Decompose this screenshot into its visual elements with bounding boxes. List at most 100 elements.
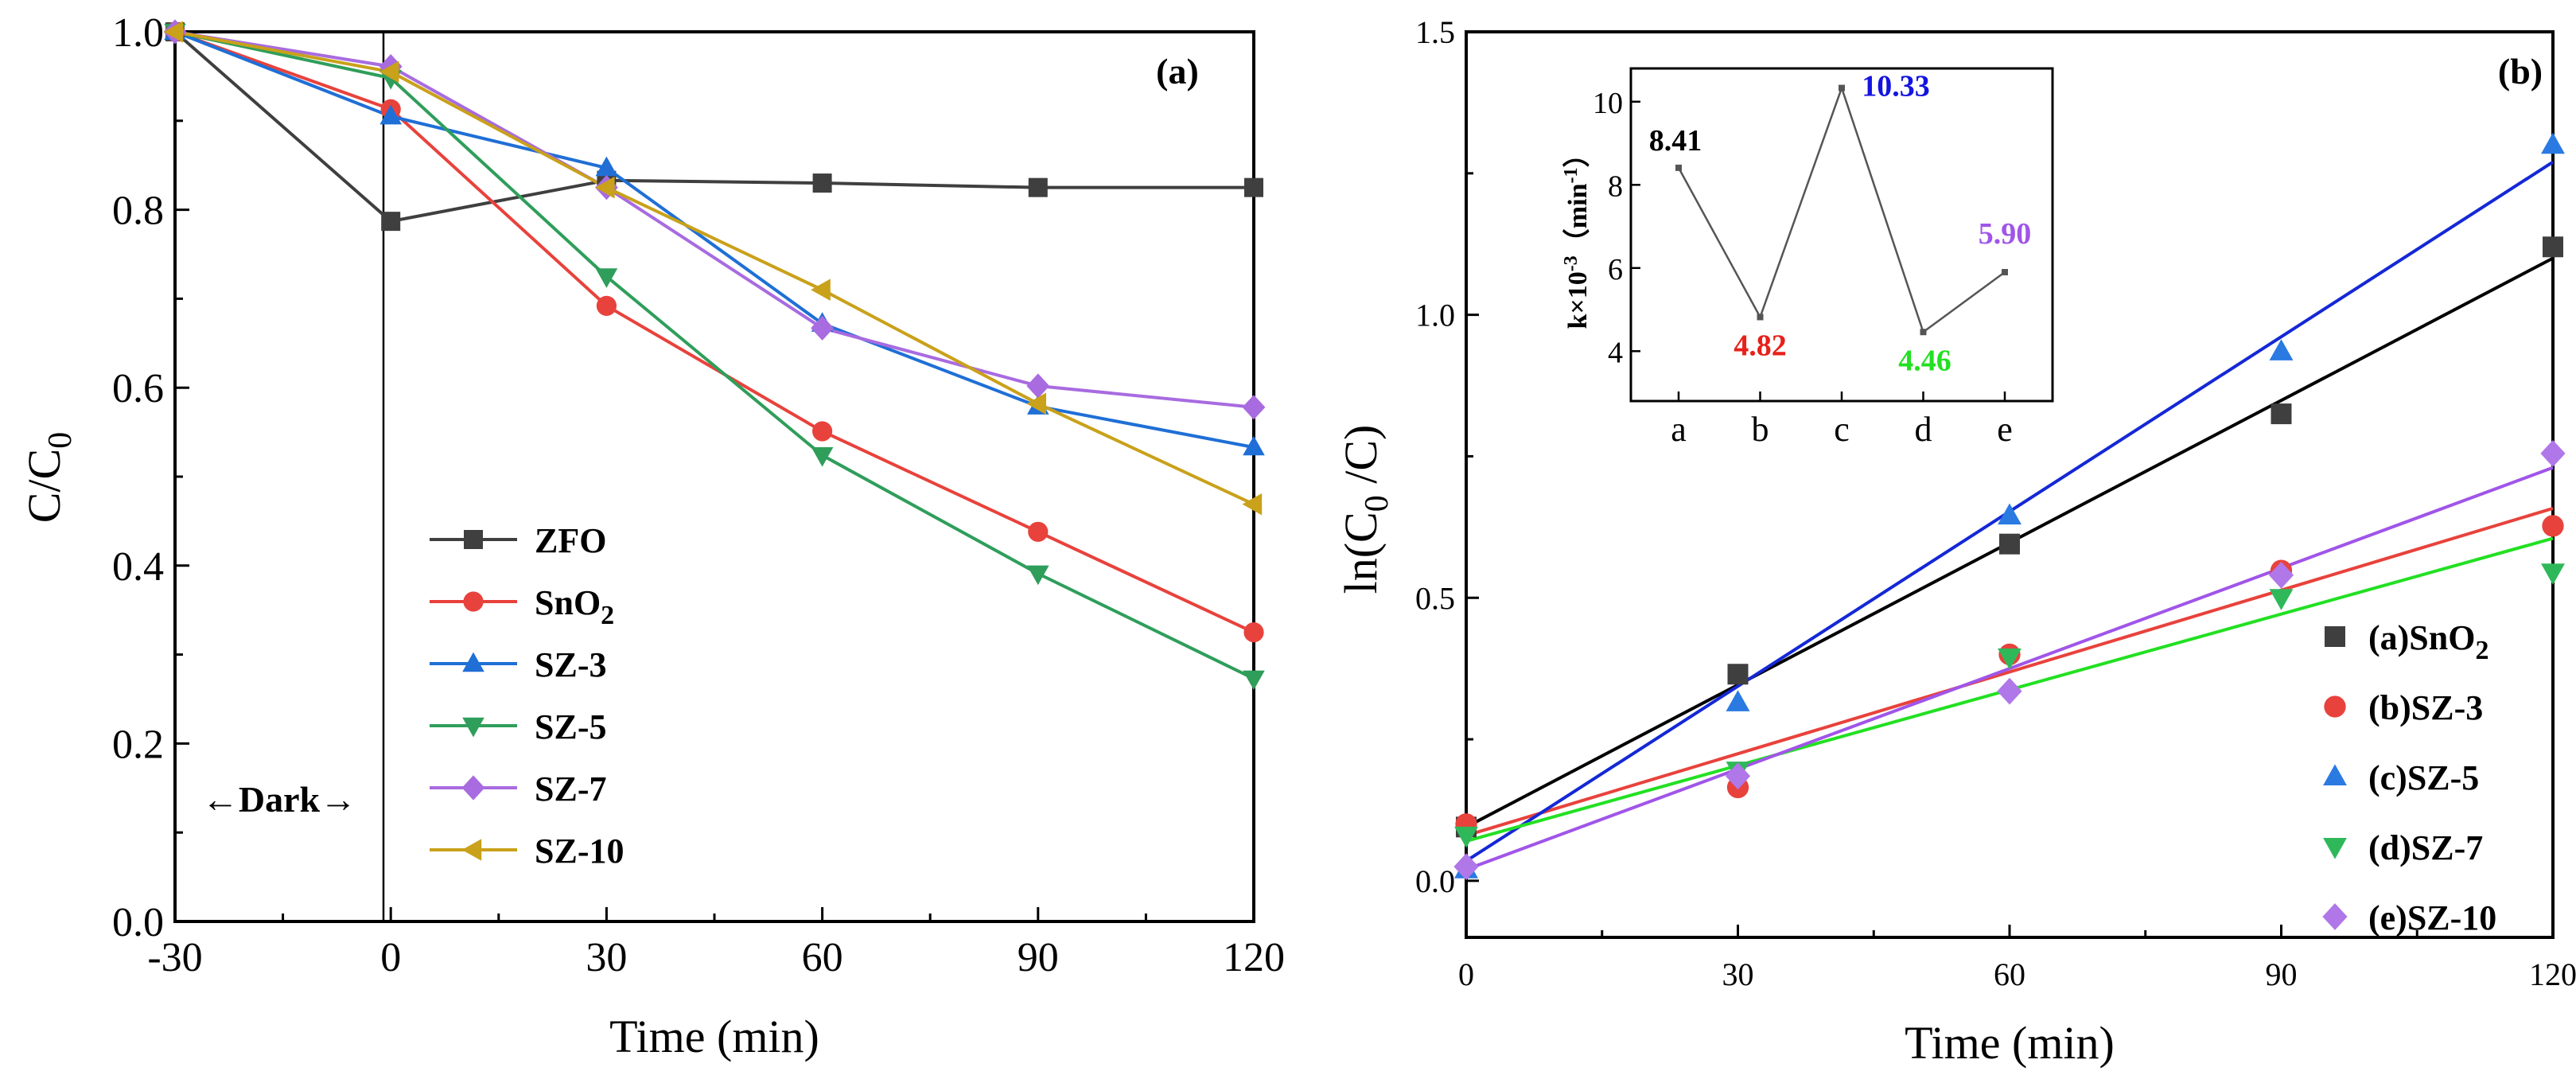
legend-label-dsz-7: (d)SZ-7 bbox=[2368, 828, 2483, 867]
data-point-dsz-7 bbox=[1998, 648, 2021, 670]
chart-b-x-tick-label: 0 bbox=[1458, 956, 1474, 992]
data-point-esz-10 bbox=[1725, 762, 1751, 790]
inset-value-labels: 8.41 4.82 10.33 4.46 5.90 bbox=[1649, 70, 2032, 378]
data-point-sz-5 bbox=[1027, 565, 1049, 586]
series-line-sz-5 bbox=[174, 30, 1255, 680]
data-point-asno2 bbox=[1999, 533, 2020, 555]
legend-label-bsz-3: (b)SZ-3 bbox=[2368, 688, 2483, 727]
inset-x-tick-label: d bbox=[1915, 410, 1932, 449]
chart-b-markers bbox=[1453, 132, 2566, 880]
inset-value-label: 10.33 bbox=[1862, 70, 1930, 103]
data-point-sz-10 bbox=[379, 60, 399, 84]
legend-marker-esz-10 bbox=[2322, 903, 2348, 930]
chart-b-legend: (a)SnO2 (b)SZ-3 (c)SZ-5 (d)SZ-7 (e)SZ-10 bbox=[2322, 618, 2496, 937]
chart-a-y-axis-title: C/C0 bbox=[18, 432, 79, 524]
inset-x-tick-label: e bbox=[1997, 410, 2013, 449]
inset-series bbox=[1675, 84, 2008, 336]
legend-label-sz-3: SZ-3 bbox=[535, 645, 606, 684]
inset-y-tick-label: 8 bbox=[1608, 169, 1623, 203]
data-point-sno2 bbox=[812, 421, 833, 442]
chart-b-y-axis-title-main: ln(C bbox=[1335, 512, 1387, 594]
data-point-sz-10 bbox=[163, 21, 184, 43]
inset-y-title-part-5: ） bbox=[1562, 141, 1593, 168]
chart-a-y-axis-title-sub: 0 bbox=[42, 432, 79, 449]
chart-a-y-tick-label: 0.2 bbox=[112, 722, 164, 767]
inset-x-tick-label: c bbox=[1834, 410, 1850, 449]
data-point-zfo bbox=[1028, 177, 1048, 197]
chart-a-x-tick-label: 30 bbox=[586, 935, 627, 980]
series-line-zfo bbox=[173, 30, 1254, 224]
chart-b-x-tick-label: 60 bbox=[1994, 956, 2025, 992]
legend-marker-sz-3 bbox=[462, 652, 484, 672]
data-point-asno2 bbox=[2271, 403, 2292, 425]
legend-marker-sz-5 bbox=[462, 717, 484, 738]
inset-data-point bbox=[1675, 164, 1682, 171]
chart-a-y-tick-label: 1.0 bbox=[112, 10, 164, 56]
chart-a-panel-label: (a) bbox=[1156, 51, 1199, 92]
chart-b-x-tick-label: 30 bbox=[1722, 956, 1754, 992]
inset-value-label: 5.90 bbox=[1979, 217, 2032, 251]
data-point-sz-5 bbox=[1243, 670, 1265, 691]
data-point-sz-7 bbox=[1242, 395, 1266, 420]
data-point-csz-5 bbox=[1998, 503, 2021, 525]
chart-a-x-tick-label: 60 bbox=[802, 935, 843, 980]
legend-label-sz-5: SZ-5 bbox=[535, 707, 606, 746]
data-point-sno2 bbox=[1243, 622, 1264, 643]
legend-label-sno2: SnO2 bbox=[535, 583, 614, 630]
inset-y-title-part-4: -1 bbox=[1561, 168, 1582, 184]
inset-value-label: 8.41 bbox=[1649, 124, 1702, 158]
chart-b-y-axis-title: ln(C0 /C) bbox=[1335, 425, 1395, 594]
inset-y-tick-label: 6 bbox=[1608, 253, 1623, 286]
data-point-bsz-3 bbox=[2542, 515, 2564, 537]
chart-a-y-axis-title-main: C/C bbox=[18, 449, 70, 524]
legend-label-zfo: ZFO bbox=[535, 521, 606, 560]
chart-a-x-tick-label: 90 bbox=[1018, 935, 1059, 980]
legend-marker-sno2 bbox=[463, 591, 484, 612]
inset-y-tick-label: 10 bbox=[1593, 87, 1623, 120]
data-point-sz-3 bbox=[379, 104, 402, 125]
inset-data-point bbox=[1839, 84, 1845, 92]
data-point-asno2 bbox=[2543, 236, 2563, 258]
data-point-asno2 bbox=[1727, 664, 1749, 685]
chart-b-y-tick-label: 1.5 bbox=[1415, 14, 1455, 50]
legend-label-esz-10: (e)SZ-10 bbox=[2368, 898, 2496, 937]
inset-frame bbox=[1629, 67, 2054, 403]
data-point-sz-7 bbox=[811, 315, 834, 341]
inset-data-point bbox=[1757, 314, 1764, 321]
legend-label-asno2: (a)SnO2 bbox=[2368, 618, 2488, 665]
series-line-sno2 bbox=[174, 30, 1255, 634]
data-point-csz-5 bbox=[2541, 132, 2565, 154]
chart-a: -30 0 30 60 90 120 0.0 0.2 0.4 0.6 0.8 1.0 ←Dark→ (… bbox=[18, 10, 1285, 1062]
legend-marker-zfo bbox=[464, 530, 483, 549]
chart-a-x-tick-label: 120 bbox=[1223, 935, 1285, 980]
data-point-esz-10 bbox=[2268, 561, 2294, 589]
inset-ticks: a b c d e 4 6 8 10 bbox=[1593, 87, 2013, 449]
dark-annotation: ←Dark→ bbox=[202, 779, 356, 820]
legend-label-sz-7: SZ-7 bbox=[535, 769, 606, 808]
inset-y-axis-title: k×10-3（min-1） bbox=[1561, 141, 1593, 329]
data-point-sz-5 bbox=[595, 268, 618, 288]
data-point-esz-10 bbox=[1453, 853, 1479, 880]
series-line-sz-3 bbox=[174, 30, 1255, 450]
chart-a-y-tick-label: 0.4 bbox=[112, 544, 164, 590]
data-point-sz-7 bbox=[1026, 373, 1050, 399]
data-point-dsz-7 bbox=[2269, 589, 2294, 610]
chart-a-markers bbox=[163, 19, 1266, 691]
chart-b-y-tick-label: 1.0 bbox=[1415, 298, 1455, 333]
chart-a-x-tick-label: -30 bbox=[147, 935, 202, 980]
data-point-dsz-7 bbox=[2541, 563, 2565, 585]
data-point-sz-10 bbox=[1026, 392, 1046, 415]
inset-y-title-part-1: k×10 bbox=[1563, 271, 1593, 329]
chart-a-y-tick-label: 0.8 bbox=[112, 189, 164, 234]
chart-b-x-tick-label: 90 bbox=[2266, 956, 2298, 992]
chart-a-y-tick-label: 0.6 bbox=[112, 366, 164, 411]
data-point-sno2 bbox=[1028, 521, 1049, 542]
chart-b-y-axis-title-tail: /C) bbox=[1335, 425, 1387, 496]
legend-marker-asno2 bbox=[2325, 626, 2345, 647]
data-point-zfo bbox=[381, 212, 401, 232]
data-point-zfo bbox=[812, 173, 832, 193]
data-point-csz-5 bbox=[1726, 690, 1750, 711]
inset-rate-constant-chart: a b c d e 4 6 8 10 8.41 4.82 10.33 4.46 5.90 k×10-3（… bbox=[1561, 67, 2054, 449]
inset-data-point bbox=[2002, 269, 2008, 276]
